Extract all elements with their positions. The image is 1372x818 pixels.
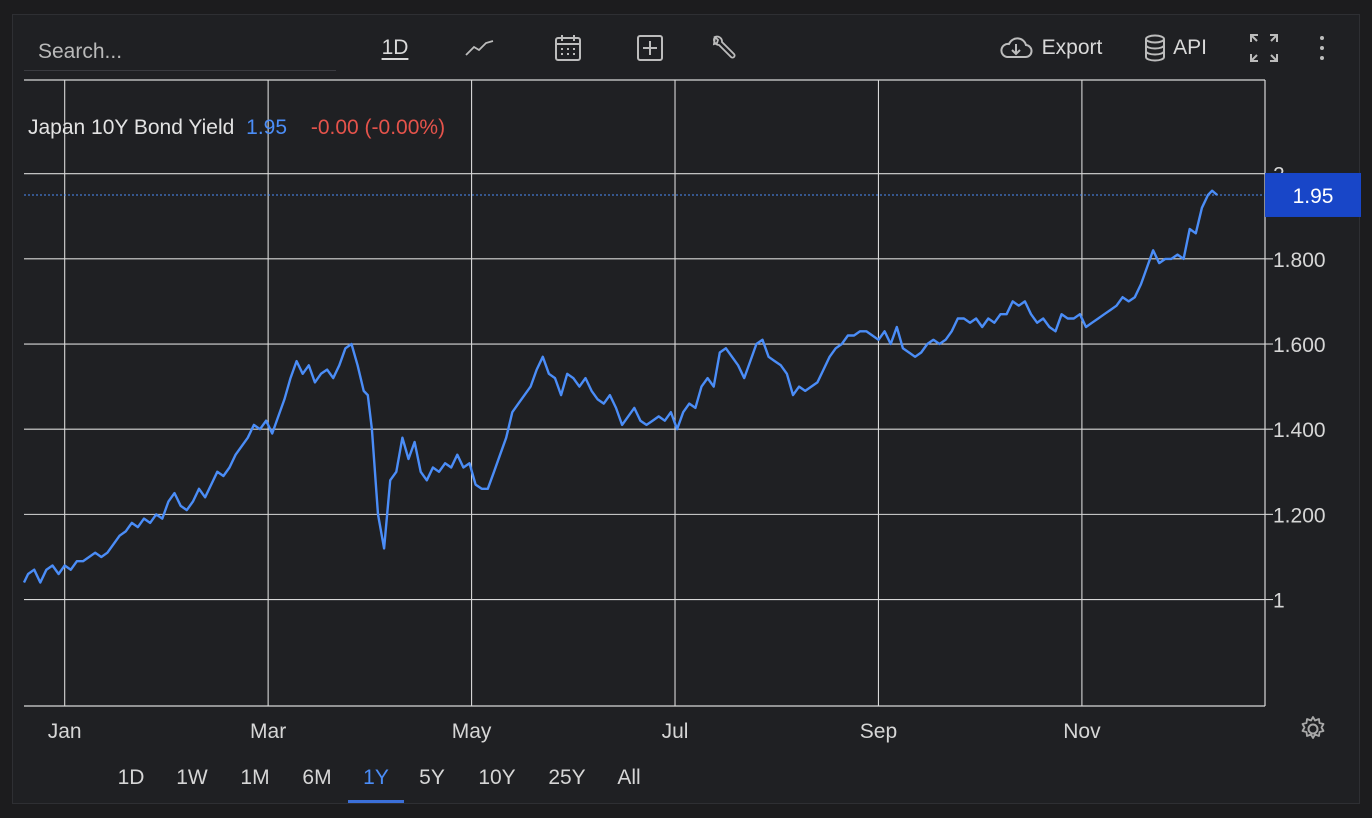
line-chart-icon <box>465 40 494 56</box>
range-button-6m[interactable]: 6M <box>302 766 332 789</box>
y-tick-label: 1.400 <box>1273 419 1326 442</box>
y-tick-label: 1 <box>1273 590 1285 613</box>
x-tick-label: Sep <box>860 720 897 743</box>
range-button-10y[interactable]: 10Y <box>478 766 516 789</box>
interval-button[interactable]: 1D <box>381 36 409 59</box>
price-tag-box <box>1265 172 1361 217</box>
range-button-1d[interactable]: 1D <box>117 766 145 789</box>
add-indicator-icon <box>637 35 663 61</box>
x-tick-label: Nov <box>1063 720 1101 743</box>
range-selector: 1D 1W 1M 6M 1Y 5Y 10Y 25Y All <box>0 760 1372 804</box>
date-range-button[interactable] <box>548 30 588 66</box>
wrench-icon <box>712 35 736 59</box>
cloud-download-icon <box>1000 37 1033 58</box>
fullscreen-icon <box>1250 34 1278 62</box>
price-tag-label: 1.95 <box>1293 185 1334 208</box>
range-button-1m[interactable]: 1M <box>240 766 270 789</box>
last-value-tag: 1.95 <box>1265 172 1361 217</box>
api-label: API <box>1173 36 1207 59</box>
x-tick-label: Mar <box>250 720 286 743</box>
y-tick-label: 1.600 <box>1273 334 1326 357</box>
legend-change: -0.00 (-0.00%) <box>311 116 445 139</box>
legend-series-name: Japan 10Y Bond Yield <box>28 116 234 139</box>
settings-icon[interactable] <box>1298 714 1328 744</box>
range-button-25y[interactable]: 25Y <box>548 766 586 789</box>
x-tick-label: Jul <box>662 720 689 743</box>
calendar-icon <box>555 35 581 61</box>
x-tick-label: Jan <box>48 720 82 743</box>
export-button[interactable]: Export <box>990 30 1110 66</box>
settings-tools-button[interactable] <box>704 30 744 66</box>
more-options-button[interactable] <box>1304 30 1340 66</box>
range-button-5y[interactable]: 5Y <box>419 766 445 789</box>
svg-text:Japan 10Y Bond Yield 1.9: Japan 10Y Bond Yield 1.95 -0.00 (-0.00%) <box>28 116 445 139</box>
chart-type-button[interactable] <box>460 30 500 66</box>
search-box[interactable] <box>24 36 340 71</box>
y-tick-label: 1.800 <box>1273 249 1326 272</box>
export-label: Export <box>1041 36 1103 59</box>
search-input[interactable] <box>36 39 340 65</box>
chart-grid <box>24 79 1266 707</box>
legend-value: 1.95 <box>246 116 287 139</box>
range-button-all[interactable]: All <box>617 766 641 789</box>
x-tick-label: May <box>452 720 492 743</box>
y-tick-label: 1.200 <box>1273 504 1326 527</box>
range-button-1y[interactable]: 1Y <box>348 766 404 803</box>
x-axis: Jan Mar May Jul Sep Nov <box>48 720 1101 743</box>
range-button-1w[interactable]: 1W <box>176 766 208 789</box>
api-button[interactable]: API <box>1138 30 1212 66</box>
more-vertical-icon <box>1320 36 1324 60</box>
add-indicator-button[interactable] <box>630 30 670 66</box>
legend: Japan 10Y Bond Yield 1.95 -0.00 (-0.00%) <box>28 116 445 139</box>
database-icon <box>1145 34 1166 62</box>
series-line <box>22 189 1218 584</box>
fullscreen-button[interactable] <box>1246 30 1282 66</box>
